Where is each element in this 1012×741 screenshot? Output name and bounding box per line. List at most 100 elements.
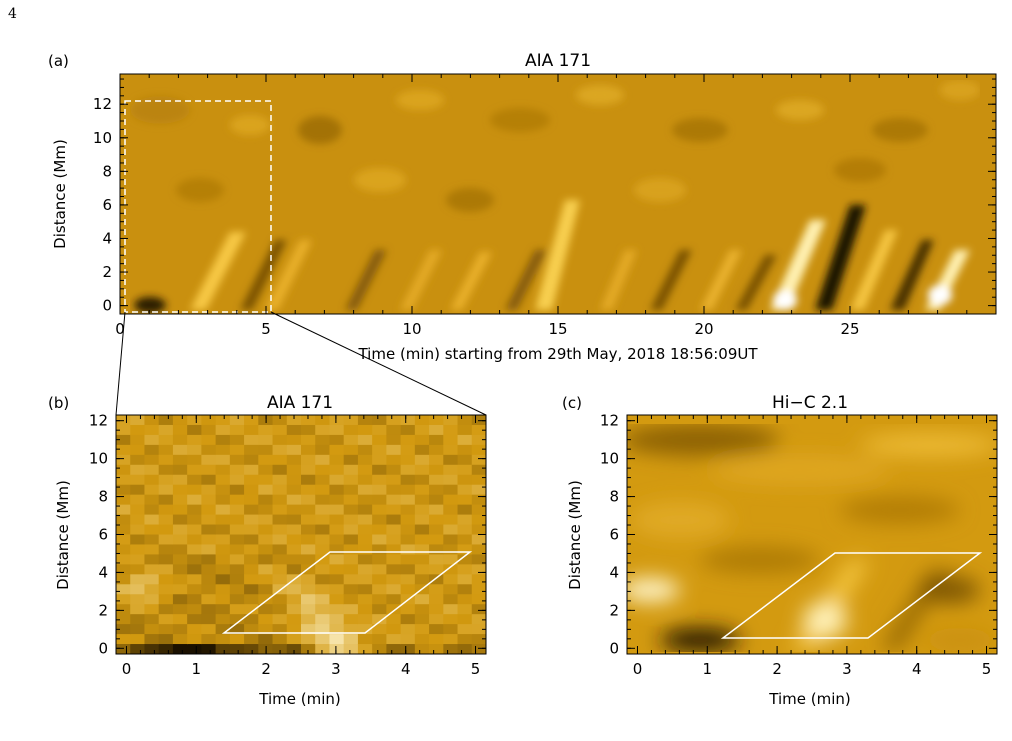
- pixel-cell: [130, 444, 146, 456]
- pixel-cell: [244, 524, 259, 536]
- pixel-cell: [144, 594, 160, 605]
- pixel-cell: [229, 524, 245, 536]
- pixel-cell: [301, 415, 316, 426]
- pixel-cell: [301, 454, 316, 466]
- pixel-cell: [130, 424, 146, 436]
- pixel-cell: [357, 444, 373, 456]
- panel-a-title: AIA 171: [525, 51, 591, 71]
- panel-b-title: AIA 171: [267, 393, 333, 413]
- pixel-cell: [172, 574, 188, 585]
- pixel-cell: [215, 415, 231, 426]
- pixel-cell: [443, 424, 459, 436]
- pixel-cell: [471, 534, 486, 546]
- pixel-cell: [229, 484, 245, 496]
- pixel-cell: [471, 614, 486, 625]
- pixel-cell: [244, 594, 259, 605]
- pixel-cell: [386, 594, 402, 605]
- pixel-cell: [429, 564, 444, 575]
- y-tick-label: 10: [89, 450, 108, 468]
- pixel-cell: [329, 434, 345, 446]
- pixel-cell: [329, 415, 345, 426]
- pixel-cell: [130, 415, 146, 426]
- pixel-cell: [372, 514, 387, 526]
- pixel-cell: [301, 584, 316, 595]
- pixel-cell: [386, 544, 402, 556]
- pixel-cell: [272, 564, 288, 575]
- pixel-cell: [229, 534, 245, 546]
- pixel-cell: [144, 604, 160, 615]
- pixel-cell: [215, 504, 231, 516]
- panel-a-tag: (a): [48, 52, 69, 70]
- pixel-cell: [315, 624, 331, 635]
- pixel-cell: [457, 524, 473, 536]
- pixel-cell: [386, 494, 402, 506]
- pixel-cell: [201, 564, 217, 575]
- panel-b-ylabel: Distance (Mm): [54, 480, 72, 590]
- pixel-cell: [429, 554, 444, 565]
- pixel-cell: [144, 544, 160, 556]
- pixel-cell: [286, 584, 302, 595]
- pixel-cell: [286, 634, 302, 645]
- pixel-cell: [400, 634, 416, 645]
- pixel-cell: [457, 454, 473, 466]
- pixel-cell: [443, 464, 459, 476]
- pixel-cell: [215, 444, 231, 456]
- pixel-cell: [400, 424, 416, 436]
- pixel-cell: [201, 524, 217, 536]
- pixel-cell: [172, 444, 188, 456]
- pixel-cell: [471, 464, 486, 476]
- y-tick-label: 6: [609, 526, 619, 544]
- pixel-cell: [272, 424, 288, 436]
- pixel-cell: [130, 624, 146, 635]
- pixel-cell: [443, 584, 459, 595]
- pixel-cell: [301, 494, 316, 506]
- pixel-cell: [471, 554, 486, 565]
- pixel-cell: [172, 464, 188, 476]
- x-tick-label: 2: [772, 660, 782, 678]
- pixel-cell: [244, 534, 259, 546]
- pixel-cell: [158, 614, 174, 625]
- pixel-cell: [258, 544, 274, 556]
- panel-c-xlabel: Time (min): [768, 690, 850, 708]
- pixel-cell: [215, 614, 231, 625]
- pixel-cell: [457, 504, 473, 516]
- pixel-cell: [272, 434, 288, 446]
- pixel-cell: [229, 624, 245, 635]
- panel-b-tag: (b): [48, 394, 69, 412]
- pixel-cell: [158, 624, 174, 635]
- pixel-cell: [116, 424, 131, 436]
- pixel-cell: [414, 524, 430, 536]
- pixel-cell: [244, 554, 259, 565]
- pixel-cell: [457, 584, 473, 595]
- pixel-cell: [457, 474, 473, 486]
- pixel-cell: [272, 464, 288, 476]
- pixel-cell: [272, 614, 288, 625]
- pixel-cell: [172, 614, 188, 625]
- pixel-cell: [443, 574, 459, 585]
- pixel-cell: [158, 494, 174, 506]
- pixel-cell: [229, 554, 245, 565]
- pixel-cell: [158, 544, 174, 556]
- pixel-cell: [258, 454, 274, 466]
- pixel-cell: [286, 454, 302, 466]
- pixel-cell: [187, 415, 202, 426]
- pixel-cell: [400, 464, 416, 476]
- x-tick-label: 15: [548, 320, 567, 338]
- pixel-cell: [315, 524, 331, 536]
- pixel-cell: [172, 424, 188, 436]
- pixel-cell: [201, 424, 217, 436]
- pixel-cell: [372, 584, 387, 595]
- pixel-cell: [187, 544, 202, 556]
- pixel-cell: [443, 434, 459, 446]
- pixel-cell: [457, 604, 473, 615]
- pixel-cell: [357, 514, 373, 526]
- pixel-cell: [158, 564, 174, 575]
- pixel-cell: [315, 444, 331, 456]
- pixel-cell: [443, 554, 459, 565]
- pixel-cell: [244, 464, 259, 476]
- pixel-cell: [329, 604, 345, 615]
- pixel-cell: [158, 424, 174, 436]
- pixel-cell: [372, 614, 387, 625]
- pixel-cell: [258, 534, 274, 546]
- pixel-cell: [244, 434, 259, 446]
